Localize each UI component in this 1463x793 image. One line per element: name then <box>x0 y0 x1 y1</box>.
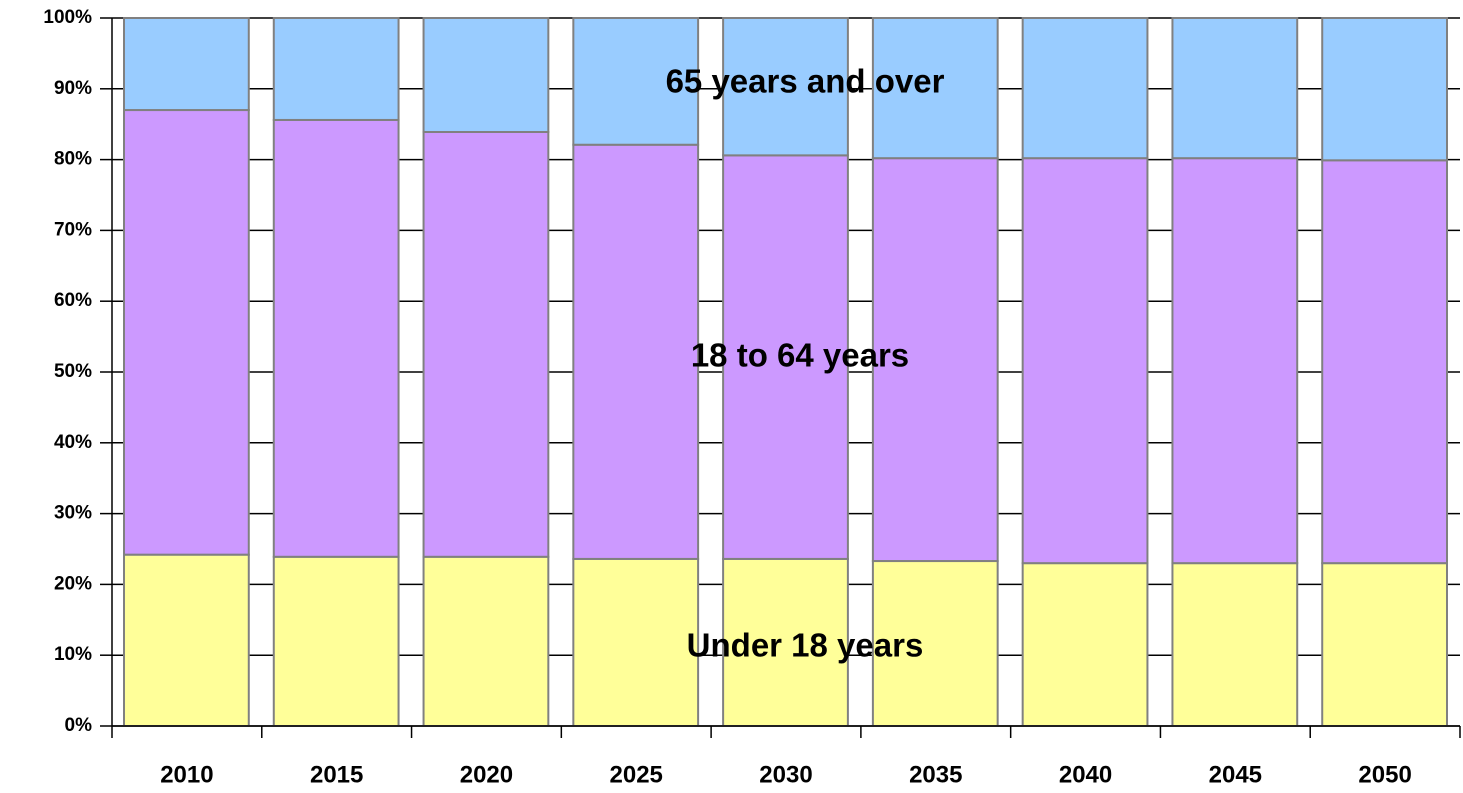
bar-segment <box>1171 157 1299 565</box>
bar-segment <box>1321 159 1448 565</box>
bar-segment <box>272 17 400 121</box>
y-tick-label: 90% <box>54 78 92 99</box>
y-tick-label: 40% <box>54 432 92 453</box>
bar-segment <box>272 555 400 728</box>
series-label: Under 18 years <box>687 627 924 664</box>
x-tick-label: 2040 <box>1059 761 1112 788</box>
y-tick-label: 60% <box>54 290 92 311</box>
bar-segment <box>722 557 849 727</box>
y-tick-label: 100% <box>43 7 92 28</box>
bar-segment <box>572 17 700 146</box>
bar-segment <box>1021 17 1149 160</box>
bar-segment <box>1321 17 1448 162</box>
bar-segment <box>572 143 700 560</box>
series-label: 65 years and over <box>666 63 945 100</box>
y-tick-label: 0% <box>65 715 93 736</box>
y-tick-label: 20% <box>54 573 92 594</box>
bar-segment <box>422 17 550 133</box>
bar-segment <box>722 17 849 157</box>
bar-segment <box>572 557 700 727</box>
bar-segment <box>272 118 400 558</box>
bar-segment <box>871 17 999 160</box>
axes: 0% 10% 20% 30% 40% 50% 60% 70% 80% 90% 100% 2010 201… <box>43 7 1461 788</box>
y-tick-label: 30% <box>54 503 92 524</box>
series-label: 18 to 64 years <box>691 337 909 374</box>
bars <box>123 17 1448 728</box>
bar-segment <box>871 560 999 728</box>
y-tick-label: 50% <box>54 361 92 382</box>
bar-segment <box>871 157 999 563</box>
bar-segment <box>1171 17 1299 160</box>
bar-segment <box>1171 562 1299 727</box>
bar-segment <box>422 555 550 728</box>
bar-segment <box>422 130 550 558</box>
bar-segment <box>1021 562 1149 727</box>
bar-segment <box>123 553 250 727</box>
x-tick-label: 2050 <box>1358 761 1411 788</box>
x-tick-label: 2020 <box>460 761 513 788</box>
x-tick-label: 2015 <box>310 761 363 788</box>
x-tick-label: 2010 <box>160 761 213 788</box>
x-tick-label: 2030 <box>759 761 812 788</box>
bar-segment <box>1321 562 1448 727</box>
y-tick-label: 80% <box>54 149 92 170</box>
bar-segment <box>123 109 250 556</box>
x-tick-label: 2045 <box>1209 761 1262 788</box>
bar-segment <box>123 17 250 112</box>
bar-segment <box>1021 157 1149 565</box>
x-tick-label: 2035 <box>909 761 962 788</box>
x-tick-label: 2025 <box>610 761 663 788</box>
y-tick-label: 10% <box>54 644 92 665</box>
y-tick-label: 70% <box>54 219 92 240</box>
